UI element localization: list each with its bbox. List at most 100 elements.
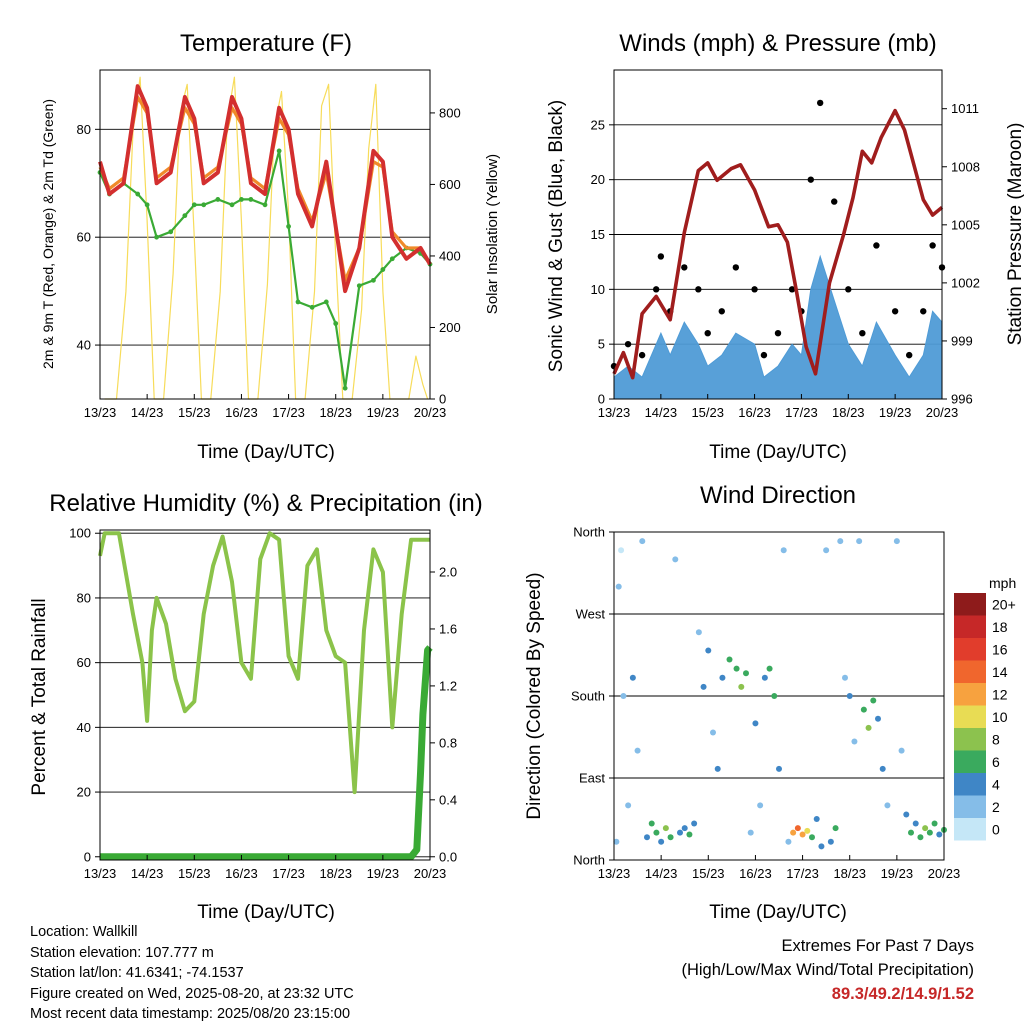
- gust-point: [681, 264, 688, 271]
- wind-direction-point: [766, 665, 773, 672]
- winds-x-ticks: 13/23 14/23 15/23 16/23 17/23 18/23 19/23 20/23: [598, 394, 959, 420]
- dewpoint-point: [248, 197, 254, 202]
- wind-direction-point: [785, 838, 792, 845]
- y-tick-label: 5: [598, 337, 605, 352]
- humidity-y-ticks: 0 20 40 60 80 100: [69, 526, 100, 864]
- legend-label: 18: [992, 619, 1008, 635]
- x-tick-label: 17/23: [786, 866, 819, 881]
- gust-point: [695, 286, 702, 293]
- wind-direction-point: [686, 831, 693, 838]
- wind-direction-point: [846, 693, 853, 699]
- gust-point: [624, 340, 632, 348]
- wind-direction-point: [738, 683, 745, 690]
- y2-tick-label: 1.2: [439, 678, 457, 693]
- winds-y-ticks: 0 5 10 15 20 25: [591, 117, 614, 407]
- gust-point: [816, 99, 824, 107]
- wind-direction-point: [865, 724, 872, 731]
- x-tick-label: 14/23: [131, 866, 164, 881]
- x-tick-label: 13/23: [84, 866, 117, 881]
- y-tick-label: 10: [591, 282, 605, 297]
- wind-direction-point: [875, 715, 881, 722]
- y2-tick-label: 999: [951, 333, 973, 348]
- gust-point: [831, 198, 838, 205]
- wind-direction-point: [893, 538, 900, 545]
- gust-point: [929, 242, 936, 249]
- gust-point: [873, 242, 880, 249]
- wind-direction-point: [615, 583, 622, 590]
- extremes-values: 89.3/49.2/14.9/1.52: [831, 985, 974, 1003]
- y2-tick-label: 400: [439, 248, 461, 263]
- x-tick-label: 13/23: [84, 405, 117, 420]
- x-tick-label: 19/23: [879, 405, 912, 420]
- y-tick-label: 0: [598, 392, 605, 407]
- wind-direction-point: [790, 829, 797, 836]
- wind-direction-point: [931, 820, 938, 827]
- extremes-summary: Extremes For Past 7 Days (High/Low/Max W…: [681, 934, 974, 1006]
- winds-y2label: Station Pressure (Maroon): [1005, 123, 1024, 346]
- y-tick-label: 20: [77, 785, 91, 800]
- wind-direction-point: [714, 765, 721, 772]
- station-location: Location: Wallkill: [30, 924, 138, 940]
- wind-direction-point: [860, 706, 867, 713]
- wind-direction-point: [771, 693, 778, 699]
- x-tick-label: 14/23: [645, 405, 678, 420]
- winds-xlabel: Time (Day/UTC): [709, 442, 847, 463]
- gust-point: [657, 253, 665, 260]
- x-tick-label: 16/23: [225, 405, 258, 420]
- y2-tick-label: 1002: [951, 275, 980, 290]
- gust-point: [891, 308, 899, 315]
- x-tick-label: 16/23: [738, 405, 771, 420]
- wind-direction-point: [672, 556, 679, 563]
- dewpoint-point: [144, 202, 150, 208]
- y-tick-label: East: [579, 771, 605, 786]
- y-tick-label: 40: [77, 338, 91, 353]
- wind-direction-point: [658, 838, 665, 845]
- station-info: Location: Wallkill Station elevation: 10…: [30, 922, 354, 1025]
- extremes-title: Extremes For Past 7 Days: [781, 937, 974, 955]
- wind-direction-point: [818, 843, 825, 850]
- station-elevation: Station elevation: 107.777 m: [30, 944, 214, 961]
- wind-direction-point: [747, 829, 754, 836]
- legend-label: 16: [992, 641, 1008, 657]
- temperature-title: Temperature (F): [180, 30, 352, 57]
- legend-swatch: [954, 660, 986, 683]
- winds-ylabel: Sonic Wind & Gust (Blue, Black): [546, 100, 567, 372]
- wind-direction-point: [780, 547, 787, 554]
- dewpoint-point: [276, 148, 282, 154]
- wind-direction-point: [620, 693, 627, 699]
- legend-swatch: [954, 593, 986, 616]
- wind-direction-point: [629, 674, 636, 681]
- wind-direction-point: [842, 674, 848, 681]
- precipitation-line: [100, 645, 433, 861]
- relative-humidity-line: [98, 531, 430, 795]
- humidity-ylabel: Percent & Total Rainfall: [29, 598, 50, 795]
- wind-direction-point: [644, 834, 650, 841]
- wind-direction-title: Wind Direction: [700, 482, 856, 509]
- dewpoint-point: [380, 267, 386, 272]
- temperature-panel: Temperature (F) 13/23 14/23 15/23 16/23 17/2…: [40, 30, 501, 463]
- x-tick-label: 19/23: [367, 405, 400, 420]
- wind-direction-point: [809, 834, 815, 841]
- legend-swatch: [954, 773, 986, 796]
- y2-tick-label: 1011: [951, 101, 979, 116]
- gust-point: [859, 330, 866, 337]
- wind-direction-point: [726, 656, 733, 663]
- y-tick-label: 15: [591, 227, 605, 242]
- temperature-y2label: Solar Insolation (Yellow): [484, 154, 501, 314]
- y2-tick-label: 600: [439, 177, 461, 192]
- wind-direction-point: [799, 831, 806, 838]
- wind-direction-point: [705, 647, 712, 654]
- gust-point: [704, 330, 711, 337]
- dewpoint-point: [154, 234, 159, 240]
- wind-direction-ylabel: Direction (Colored By Speed): [524, 572, 545, 819]
- wind-direction-point: [662, 825, 669, 832]
- wind-direction-point: [851, 738, 858, 745]
- figure-created: Figure created on Wed, 2025-08-20, at 23…: [30, 985, 354, 1002]
- temperature-plot-area: [97, 76, 433, 400]
- x-tick-label: 20/23: [926, 405, 959, 420]
- wind-direction-point: [804, 827, 811, 834]
- dewpoint-point: [182, 213, 188, 219]
- gust-point: [807, 176, 814, 183]
- wind-direction-point: [733, 665, 740, 672]
